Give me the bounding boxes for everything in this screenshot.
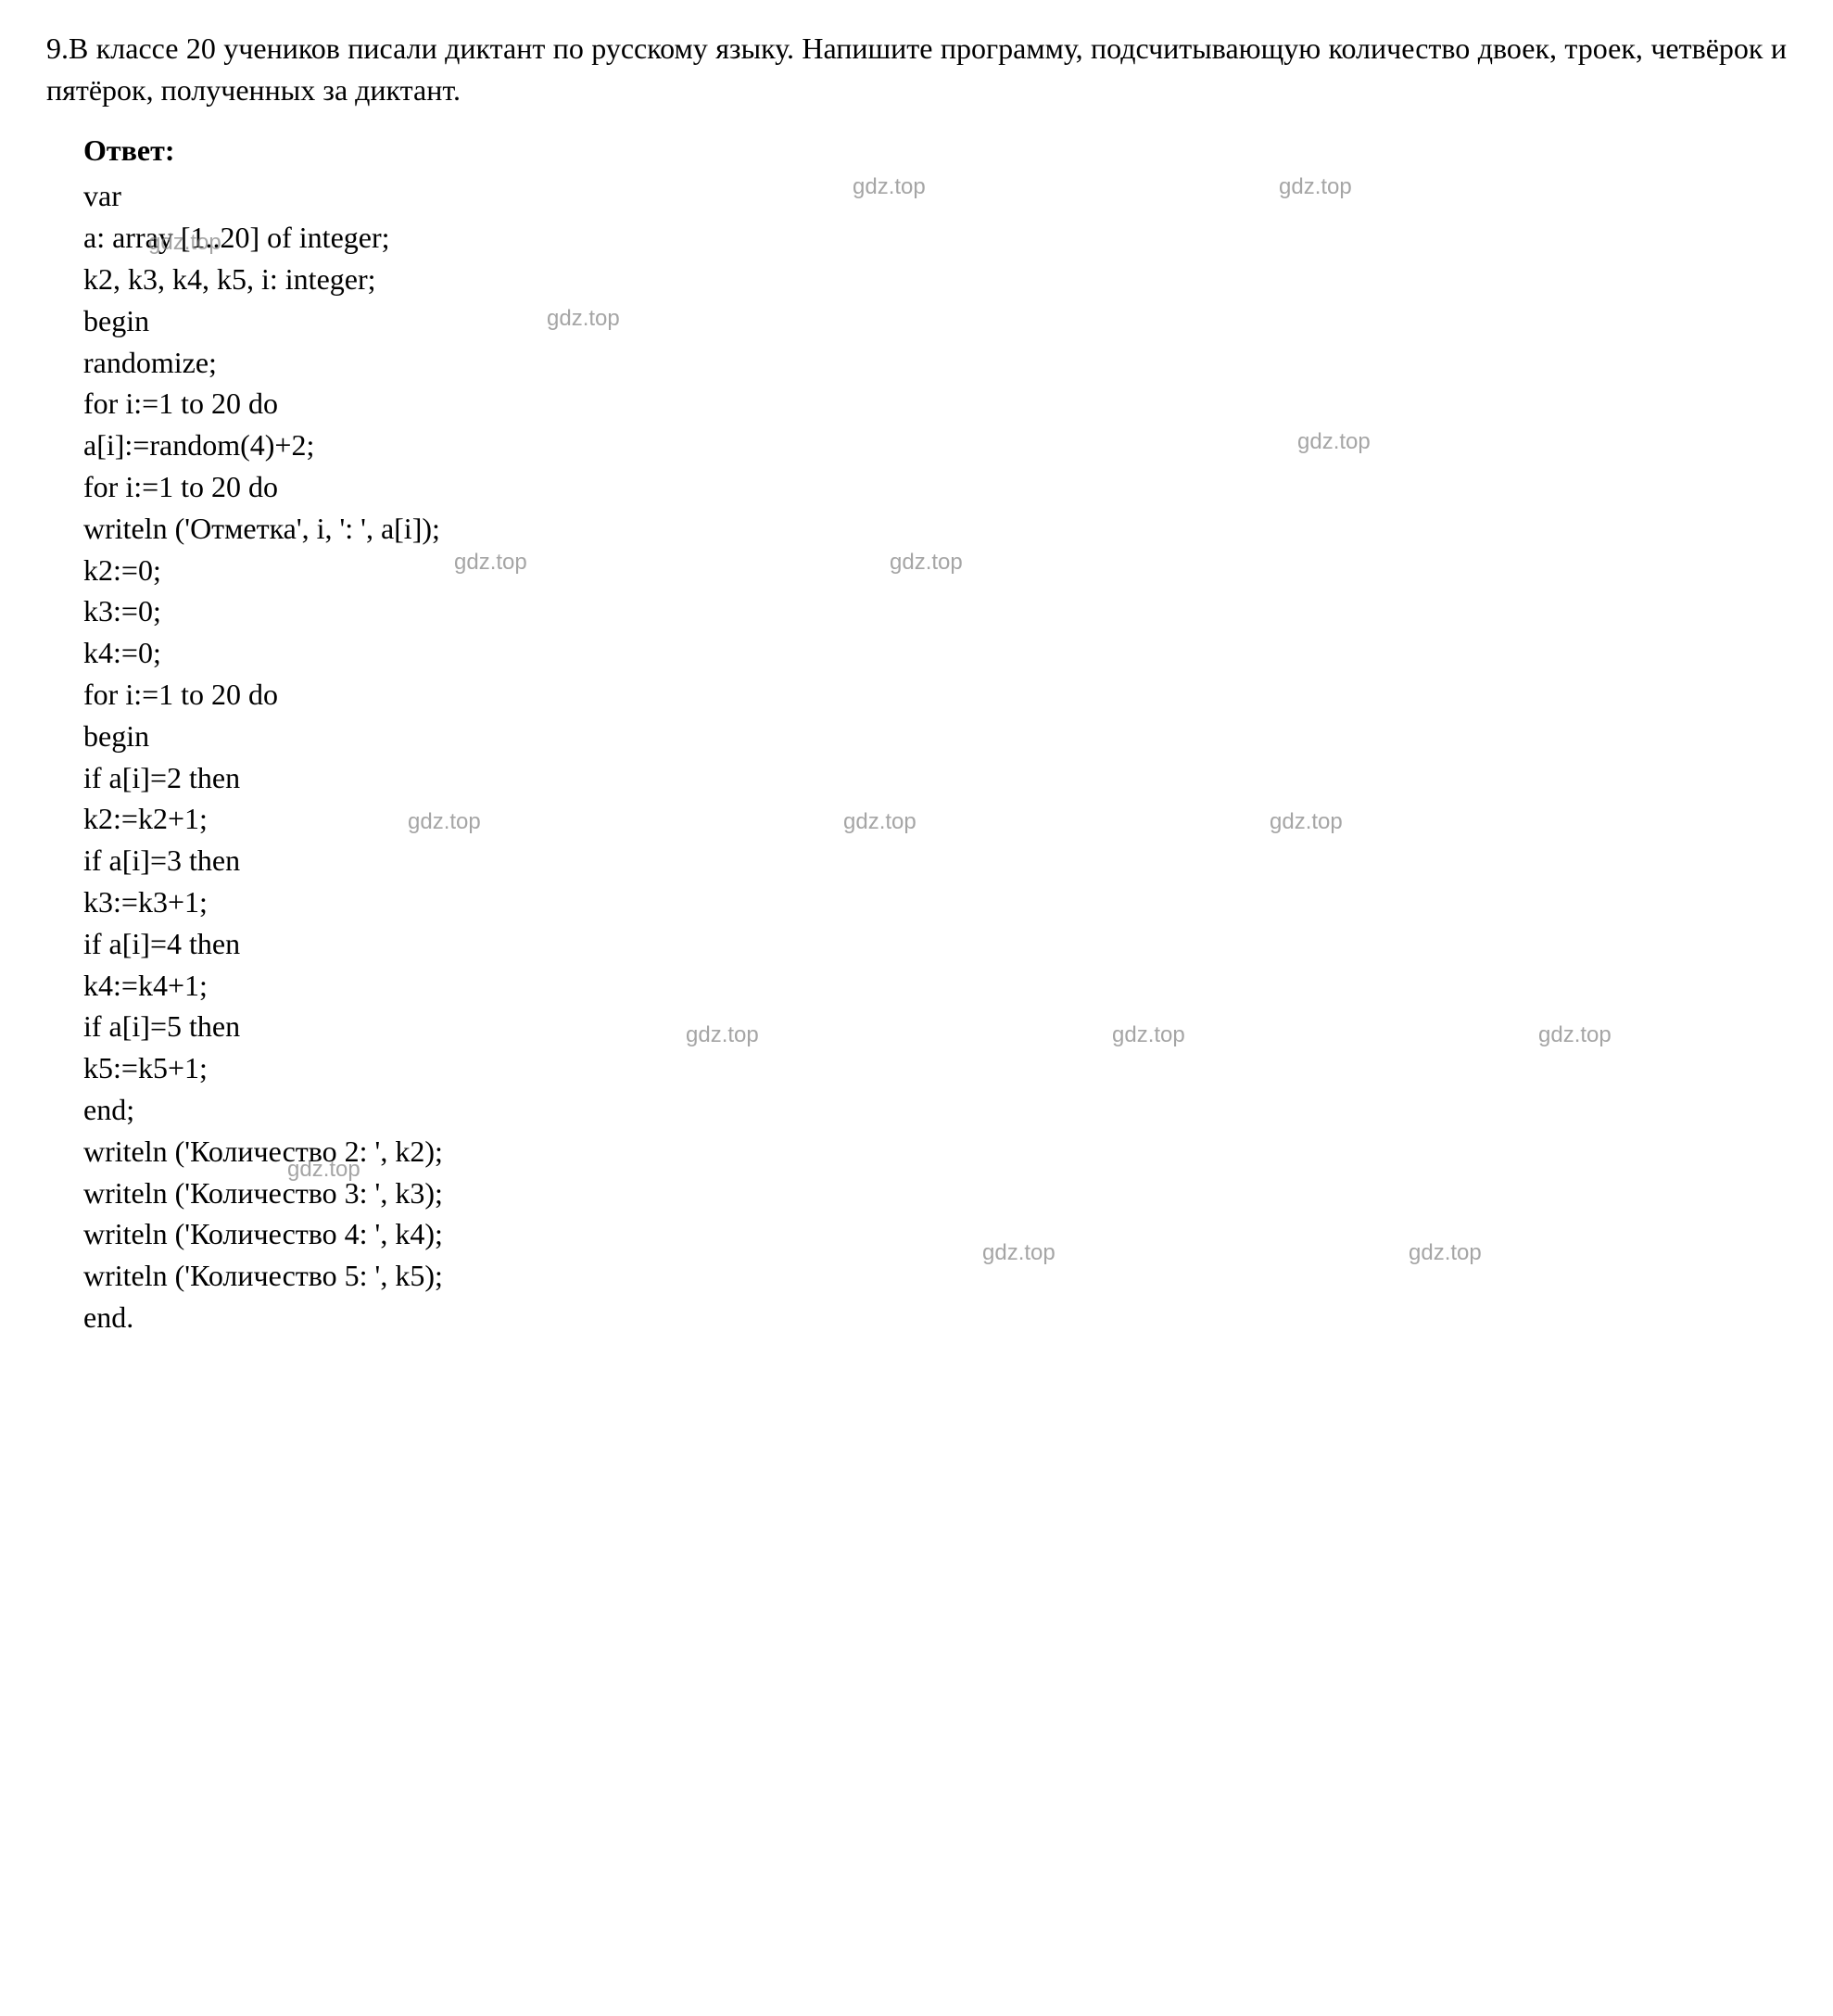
code-line: a: array [1..20] of integer;	[83, 217, 1787, 259]
code-line: k3:=k3+1;	[83, 881, 1787, 923]
code-line: if a[i]=5 then	[83, 1006, 1787, 1047]
code-line: begin	[83, 716, 1787, 757]
code-line: var	[83, 175, 1787, 217]
code-line: k5:=k5+1;	[83, 1047, 1787, 1089]
code-block: var a: array [1..20] of integer; k2, k3,…	[83, 175, 1787, 1338]
code-line: k4:=0;	[83, 632, 1787, 674]
code-line: end.	[83, 1297, 1787, 1338]
code-line: if a[i]=4 then	[83, 923, 1787, 965]
answer-section: Ответ: var a: array [1..20] of integer; …	[46, 130, 1787, 1338]
code-line: if a[i]=2 then	[83, 757, 1787, 799]
code-line: for i:=1 to 20 do	[83, 383, 1787, 425]
code-line: writeln ('Количество 5: ', k5);	[83, 1255, 1787, 1297]
code-line: k4:=k4+1;	[83, 965, 1787, 1007]
code-line: k3:=0;	[83, 590, 1787, 632]
code-line: k2, k3, k4, k5, i: integer;	[83, 259, 1787, 300]
code-line: for i:=1 to 20 do	[83, 466, 1787, 508]
code-line: end;	[83, 1089, 1787, 1131]
code-line: for i:=1 to 20 do	[83, 674, 1787, 716]
code-line: k2:=0;	[83, 550, 1787, 591]
code-line: writeln ('Количество 4: ', k4);	[83, 1213, 1787, 1255]
code-line: k2:=k2+1;	[83, 798, 1787, 840]
answer-label: Ответ:	[83, 130, 1787, 171]
code-line: randomize;	[83, 342, 1787, 384]
code-line: a[i]:=random(4)+2;	[83, 425, 1787, 466]
code-line: writeln ('Отметка', i, ': ', a[i]);	[83, 508, 1787, 550]
code-line: if a[i]=3 then	[83, 840, 1787, 881]
problem-text: 9.В классе 20 учеников писали диктант по…	[46, 28, 1787, 111]
code-line: writeln ('Количество 2: ', k2);	[83, 1131, 1787, 1173]
code-line: writeln ('Количество 3: ', k3);	[83, 1173, 1787, 1214]
code-line: begin	[83, 300, 1787, 342]
